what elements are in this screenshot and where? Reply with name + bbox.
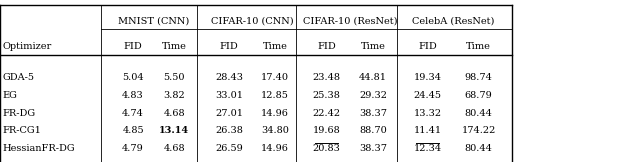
Text: 3.82: 3.82 [163, 91, 185, 100]
Text: Time: Time [361, 42, 385, 51]
Text: 4.68: 4.68 [163, 109, 185, 118]
Text: 4.79: 4.79 [122, 144, 144, 153]
Text: 13.14: 13.14 [159, 126, 189, 135]
Text: 23.48: 23.48 [312, 73, 340, 82]
Text: 4.85: 4.85 [122, 126, 144, 135]
Text: GDA-5: GDA-5 [3, 73, 35, 82]
Text: 19.68: 19.68 [312, 126, 340, 135]
Text: HessianFR-DG: HessianFR-DG [3, 144, 75, 153]
Text: 12.85: 12.85 [261, 91, 289, 100]
Text: 68.79: 68.79 [465, 91, 493, 100]
Text: 14.96: 14.96 [261, 109, 289, 118]
Text: 14.96: 14.96 [261, 144, 289, 153]
Text: 174.22: 174.22 [461, 126, 496, 135]
Text: 28.43: 28.43 [215, 73, 243, 82]
Text: 12.34: 12.34 [413, 144, 442, 153]
Text: 22.42: 22.42 [312, 109, 340, 118]
Text: 11.41: 11.41 [413, 126, 442, 135]
Text: 44.81: 44.81 [359, 73, 387, 82]
Text: 5.04: 5.04 [122, 73, 144, 82]
Text: 17.40: 17.40 [261, 73, 289, 82]
Text: FID: FID [124, 42, 143, 51]
Text: 4.68: 4.68 [163, 144, 185, 153]
Text: Time: Time [467, 42, 491, 51]
Text: 13.32: 13.32 [413, 109, 442, 118]
Text: 26.38: 26.38 [215, 126, 243, 135]
Text: 25.38: 25.38 [312, 91, 340, 100]
Text: 38.37: 38.37 [359, 144, 387, 153]
Text: 24.45: 24.45 [413, 91, 442, 100]
Text: FID: FID [220, 42, 239, 51]
Text: CIFAR-10 (CNN): CIFAR-10 (CNN) [211, 16, 294, 25]
Text: Optimizer: Optimizer [3, 42, 52, 51]
Text: FID: FID [418, 42, 437, 51]
Text: CelebA (ResNet): CelebA (ResNet) [412, 16, 494, 25]
Text: 4.74: 4.74 [122, 109, 144, 118]
Text: Time: Time [162, 42, 186, 51]
Text: 4.83: 4.83 [122, 91, 144, 100]
Text: 29.32: 29.32 [359, 91, 387, 100]
Text: CIFAR-10 (ResNet): CIFAR-10 (ResNet) [303, 16, 397, 25]
Text: 80.44: 80.44 [465, 144, 493, 153]
Text: FID: FID [317, 42, 336, 51]
Text: 88.70: 88.70 [359, 126, 387, 135]
Text: EG: EG [3, 91, 17, 100]
Text: Time: Time [263, 42, 287, 51]
Text: MNIST (CNN): MNIST (CNN) [118, 16, 189, 25]
Text: 98.74: 98.74 [465, 73, 493, 82]
Text: 20.83: 20.83 [312, 144, 340, 153]
Text: 38.37: 38.37 [359, 109, 387, 118]
Text: 26.59: 26.59 [215, 144, 243, 153]
Text: 19.34: 19.34 [413, 73, 442, 82]
Text: 34.80: 34.80 [261, 126, 289, 135]
Text: 80.44: 80.44 [465, 109, 493, 118]
Text: FR-DG: FR-DG [3, 109, 36, 118]
Text: 33.01: 33.01 [215, 91, 243, 100]
Text: FR-CG1: FR-CG1 [3, 126, 42, 135]
Text: 27.01: 27.01 [215, 109, 243, 118]
Text: 5.50: 5.50 [163, 73, 185, 82]
